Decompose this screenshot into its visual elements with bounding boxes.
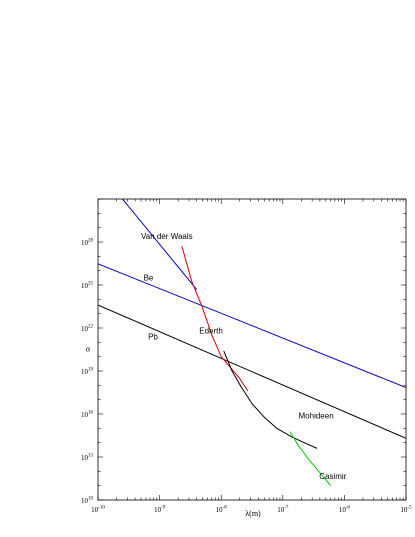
series-line-be [98, 263, 406, 389]
y-tick-exponent: 10 [88, 497, 94, 502]
y-tick-label: 1016 [81, 411, 94, 420]
x-tick-base: 10 [339, 506, 347, 514]
y-tick-exponent: 22 [88, 325, 94, 330]
y-tick-base: 10 [81, 368, 89, 376]
annotation-pb: Pb [148, 332, 158, 341]
ticks-layer [97, 198, 407, 501]
x-tick-exponent: -6 [346, 506, 351, 511]
x-tick-label: 10-5 [400, 506, 412, 515]
series-line-pb [98, 304, 406, 439]
x-tick-exponent: -7 [284, 506, 289, 511]
y-tick-base: 10 [81, 497, 89, 505]
series-line-mohideen [223, 350, 318, 449]
y-tick-exponent: 25 [88, 282, 94, 287]
x-axis-label: λ(m) [245, 509, 261, 518]
x-tick-base: 10 [154, 506, 162, 514]
y-tick-base: 10 [81, 239, 89, 247]
annotation-ederth: Ederth [199, 327, 223, 336]
y-tick-exponent: 19 [88, 368, 94, 373]
y-tick-exponent: 13 [88, 454, 94, 459]
y-tick-label: 1010 [81, 497, 94, 506]
y-tick-label: 1019 [81, 368, 94, 377]
x-tick-label: 10-8 [216, 506, 228, 515]
y-tick-base: 10 [81, 325, 89, 333]
annotation-be: Be [144, 274, 154, 283]
y-tick-exponent: 28 [88, 239, 94, 244]
series-line-casimir [289, 431, 332, 486]
x-tick-base: 10 [400, 506, 408, 514]
x-tick-exponent: -8 [223, 506, 228, 511]
x-tick-label: 10-10 [91, 506, 105, 515]
y-tick-label: 1013 [81, 454, 94, 463]
x-tick-label: 10-9 [154, 506, 166, 515]
x-tick-base: 10 [216, 506, 224, 514]
annotation-van-der-waals: Van der Waals [141, 232, 193, 241]
y-tick-base: 10 [81, 282, 89, 290]
y-tick-base: 10 [81, 411, 89, 419]
x-tick-base: 10 [91, 506, 99, 514]
x-tick-exponent: -5 [407, 506, 412, 511]
y-axis-label: α [86, 345, 91, 354]
series-line-ederth [181, 246, 249, 392]
x-tick-exponent: -10 [98, 506, 105, 511]
plot-frame [97, 198, 407, 501]
y-tick-label: 1022 [81, 325, 94, 334]
annotations-layer: Van der Waals Be Ederth Pb Mohideen Casimir [141, 232, 347, 481]
y-tick-label: 1025 [81, 282, 94, 291]
series-layer [98, 199, 406, 486]
x-tick-label: 10-6 [339, 506, 351, 515]
labels-layer: 10-10 10-9 10-8 10-7 10-6 10-5101010131016101… [81, 239, 412, 515]
y-tick-base: 10 [81, 454, 89, 462]
y-tick-label: 1028 [81, 239, 94, 248]
series-line-van-der-waals [122, 199, 198, 290]
x-tick-label: 10-7 [277, 506, 289, 515]
annotation-mohideen: Mohideen [299, 411, 334, 420]
x-tick-base: 10 [277, 506, 285, 514]
x-tick-exponent: -9 [161, 506, 166, 511]
annotation-casimir: Casimir [319, 472, 346, 481]
y-tick-exponent: 16 [88, 411, 94, 416]
